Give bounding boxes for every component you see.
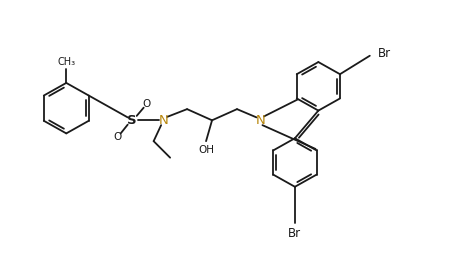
Text: CH₃: CH₃ — [57, 57, 75, 67]
Text: O: O — [142, 99, 150, 109]
Text: S: S — [127, 114, 137, 127]
Text: O: O — [113, 132, 121, 142]
Text: N: N — [256, 114, 265, 127]
Text: N: N — [159, 114, 168, 127]
Text: Br: Br — [288, 227, 301, 240]
Text: OH: OH — [198, 145, 214, 155]
Text: Br: Br — [377, 47, 390, 60]
